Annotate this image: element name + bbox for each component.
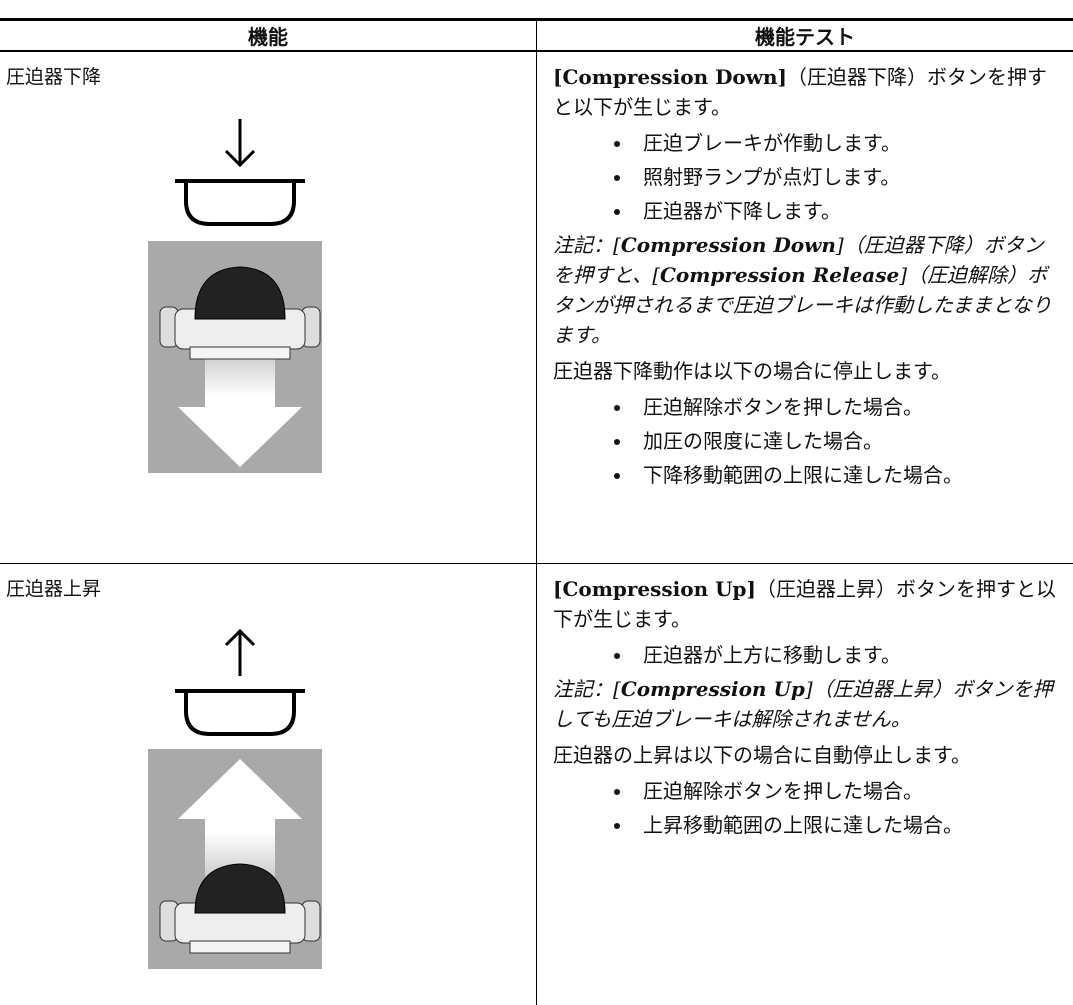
description-cell: [Compression Down]（圧迫器下降）ボタンを押すと以下が生じます。… xyxy=(537,51,1073,564)
bullet-item: 下降移動範囲の上限に達した場合。 xyxy=(633,460,1061,490)
text-run: 圧迫器の上昇は以下の場合に自動停止します。 xyxy=(553,743,971,767)
bullet-item: 圧迫器が上方に移動します。 xyxy=(633,640,1061,670)
text-run: 注記：[ xyxy=(553,677,621,701)
paragraph: [Compression Down]（圧迫器下降）ボタンを押すと以下が生じます。 xyxy=(553,62,1061,122)
description: [Compression Up]（圧迫器上昇）ボタンを押すと以下が生じます。圧迫… xyxy=(537,564,1073,840)
bullet-list: 圧迫ブレーキが作動します。照射野ランプが点灯します。圧迫器が下降します。 xyxy=(553,128,1061,226)
bullet-item: 圧迫器が下降します。 xyxy=(633,196,1061,226)
bullet-list: 圧迫解除ボタンを押した場合。上昇移動範囲の上限に達した場合。 xyxy=(553,776,1061,840)
text-run: Compression Up xyxy=(621,677,805,701)
text-run: Compression Release xyxy=(660,263,899,287)
bullet-item: 圧迫解除ボタンを押した場合。 xyxy=(633,776,1061,806)
description-cell: [Compression Up]（圧迫器上昇）ボタンを押すと以下が生じます。圧迫… xyxy=(537,564,1073,1005)
paragraph: 圧迫器の上昇は以下の場合に自動停止します。 xyxy=(553,740,1061,770)
header-cell: 機能 xyxy=(0,20,537,52)
bullet-item: 加圧の限度に達した場合。 xyxy=(633,426,1061,456)
header-cell: 機能テスト xyxy=(537,20,1073,52)
down-arrow-icon xyxy=(226,119,254,165)
text-run: Compression Down xyxy=(621,233,836,257)
description: [Compression Down]（圧迫器下降）ボタンを押すと以下が生じます。… xyxy=(537,52,1073,490)
bullet-item: 照射野ランプが点灯します。 xyxy=(633,162,1061,192)
bullet-item: 上昇移動範囲の上限に達した場合。 xyxy=(633,810,1061,840)
row: 圧迫器下降 [Compression Down]（圧迫器下降）ボタンを押すと以下… xyxy=(0,51,1073,564)
illustration xyxy=(0,89,356,509)
row: 圧迫器上昇 [Compression Up]（圧迫器上昇）ボタンを押すと以下が生… xyxy=(0,564,1073,1005)
text-run: 注記：[ xyxy=(553,233,621,257)
header-row: 機能 機能テスト xyxy=(0,20,1073,52)
bullet-item: 圧迫ブレーキが作動します。 xyxy=(633,128,1061,158)
bullet-list: 圧迫解除ボタンを押した場合。加圧の限度に達した場合。下降移動範囲の上限に達した場… xyxy=(553,392,1061,490)
paragraph: 注記：[Compression Up]（圧迫器上昇）ボタンを押しても圧迫ブレーキ… xyxy=(553,674,1061,734)
function-cell: 圧迫器下降 xyxy=(0,51,537,564)
cup-icon xyxy=(175,691,305,734)
paragraph: 注記：[Compression Down]（圧迫器下降）ボタンを押すと、[Com… xyxy=(553,230,1061,350)
cup-icon xyxy=(175,181,305,224)
bullet-list: 圧迫器が上方に移動します。 xyxy=(553,640,1061,670)
function-name: 圧迫器上昇 xyxy=(6,574,536,601)
function-name: 圧迫器下降 xyxy=(6,62,536,89)
paragraph: 圧迫器下降動作は以下の場合に停止します。 xyxy=(553,356,1061,386)
text-run: 圧迫器下降動作は以下の場合に停止します。 xyxy=(553,359,951,383)
function-cell: 圧迫器上昇 xyxy=(0,564,537,1005)
illustration xyxy=(0,601,356,1001)
paragraph: [Compression Up]（圧迫器上昇）ボタンを押すと以下が生じます。 xyxy=(553,574,1061,634)
text-run: [Compression Up] xyxy=(553,577,756,601)
text-run: [Compression Down] xyxy=(553,65,787,89)
function-table: 機能 機能テスト 圧迫器下降 [Compression Down]（圧迫器下降）… xyxy=(0,18,1073,1005)
up-arrow-icon xyxy=(226,631,254,676)
bullet-item: 圧迫解除ボタンを押した場合。 xyxy=(633,392,1061,422)
